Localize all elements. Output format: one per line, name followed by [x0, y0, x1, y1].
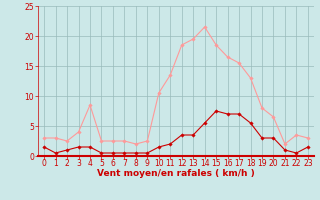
X-axis label: Vent moyen/en rafales ( km/h ): Vent moyen/en rafales ( km/h )	[97, 169, 255, 178]
